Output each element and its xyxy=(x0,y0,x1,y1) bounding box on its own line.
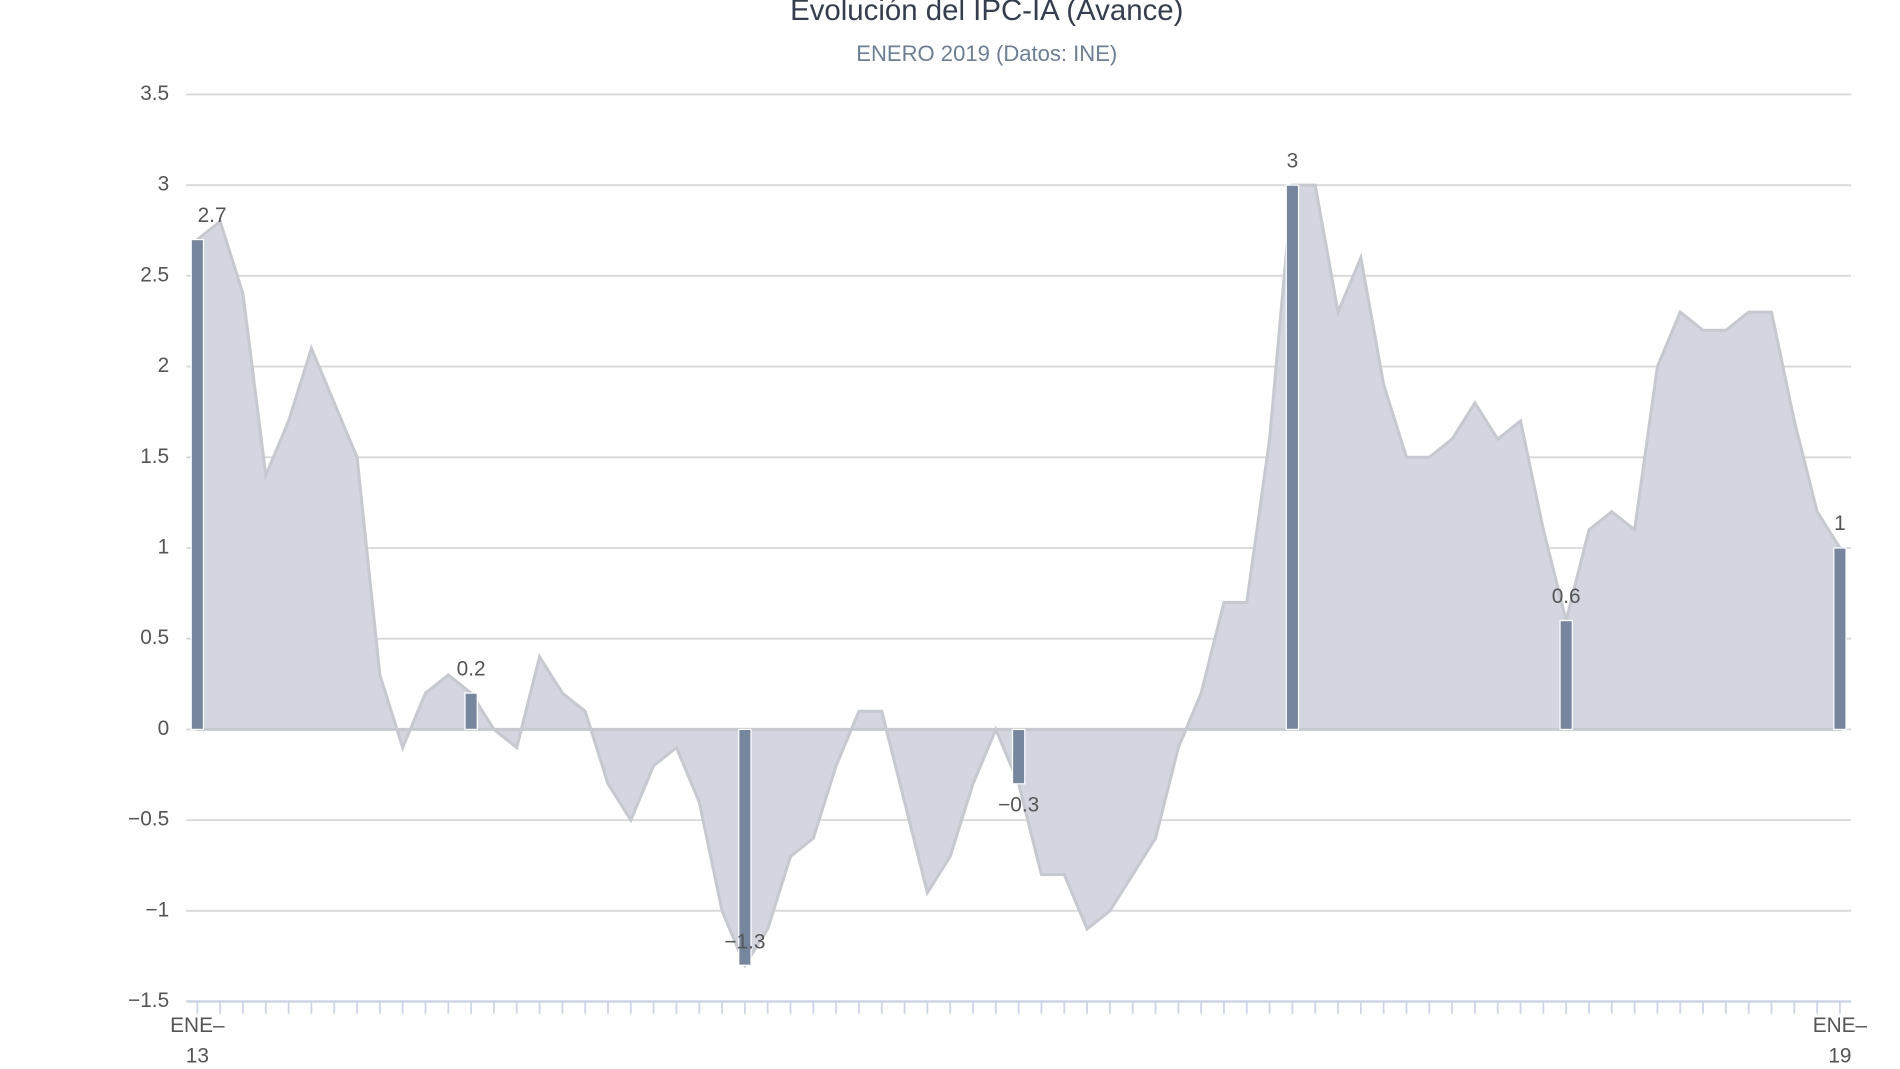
x-tick-label: ENE– 13 xyxy=(170,1014,225,1068)
data-label: −1.3 xyxy=(724,931,765,954)
data-label: 2.7 xyxy=(198,204,227,227)
bar xyxy=(738,728,752,966)
y-tick-label: 2.5 xyxy=(140,263,169,286)
area xyxy=(195,183,1842,969)
bar xyxy=(1011,728,1026,785)
y-tick-label: −1.5 xyxy=(128,989,169,1012)
y-tick-label: 3.5 xyxy=(140,82,169,105)
y-tick-label: 2 xyxy=(158,354,170,377)
data-label: 0.6 xyxy=(1552,585,1581,608)
bar xyxy=(464,692,478,731)
y-tick-label: 3 xyxy=(158,173,170,196)
bar xyxy=(1559,619,1573,731)
data-label: 1 xyxy=(1834,512,1846,535)
y-tick-label: 0.5 xyxy=(140,626,169,649)
x-tick-label: ENE– 19 xyxy=(1813,1014,1868,1068)
data-label: 0.2 xyxy=(457,657,486,680)
chart-title: Evolución del IPC-IA (Avance) xyxy=(790,0,1183,27)
y-tick-label: 1.5 xyxy=(140,445,169,468)
bar xyxy=(190,238,205,731)
bar xyxy=(1285,184,1300,731)
data-label: −0.3 xyxy=(998,793,1039,816)
y-tick-label: 1 xyxy=(158,535,170,558)
y-tick-label: −1 xyxy=(145,898,169,921)
chart-subtitle: ENERO 2019 (Datos: INE) xyxy=(856,41,1117,66)
data-label: 3 xyxy=(1287,149,1299,172)
y-tick-label: 0 xyxy=(158,717,170,740)
y-tick-label: −0.5 xyxy=(128,808,169,831)
bar xyxy=(1833,547,1847,731)
